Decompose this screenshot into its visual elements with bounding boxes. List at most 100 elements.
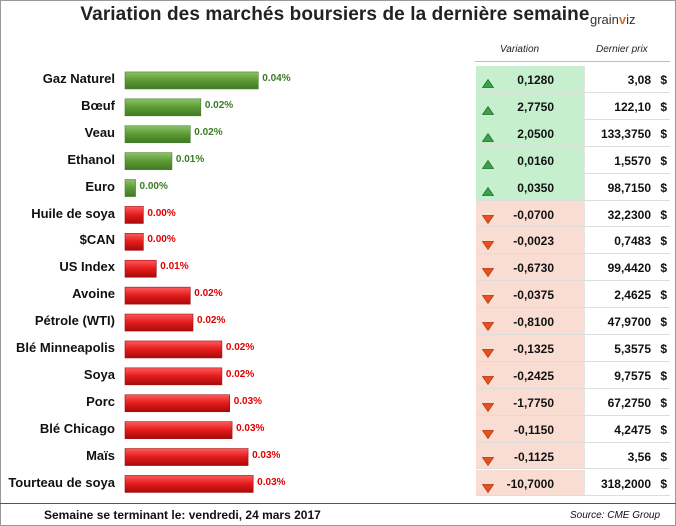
bar <box>124 475 254 493</box>
currency-symbol: $ <box>660 368 667 383</box>
currency-symbol: $ <box>660 99 667 114</box>
currency-symbol: $ <box>660 422 667 437</box>
price-value: 5,3575 <box>614 342 651 356</box>
row-divider <box>476 442 670 443</box>
variation-value: -10,7000 <box>506 476 554 491</box>
category-label: US Index <box>59 259 115 275</box>
bar <box>124 233 144 251</box>
category-label: Gaz Naturel <box>42 71 115 86</box>
bar-value-label: 0.00% <box>139 180 168 192</box>
price-cell: 9,7575 $ <box>584 361 671 389</box>
arrow-down-icon <box>481 211 495 229</box>
arrow-down-icon <box>481 318 495 336</box>
variation-value: -1,7750 <box>513 395 554 410</box>
bar <box>124 448 249 466</box>
bar <box>124 394 231 413</box>
price-value: 3,08 <box>627 73 651 87</box>
price-value: 99,4420 <box>607 261 651 276</box>
category-label: Blé Minneapolis <box>16 340 115 355</box>
row-divider <box>476 119 670 120</box>
category-label: Veau <box>84 124 115 140</box>
currency-symbol: $ <box>660 207 667 222</box>
header-variation: Variation <box>500 44 540 55</box>
bar <box>124 367 223 386</box>
variation-cell: -10,7000 <box>476 469 584 498</box>
arrow-up-icon <box>481 183 495 201</box>
variation-value: -0,0700 <box>513 207 554 222</box>
row-divider <box>476 468 670 469</box>
variation-value: -0,6730 <box>513 261 554 276</box>
bar <box>124 259 157 278</box>
price-cell: 3,56 $ <box>584 442 671 470</box>
category-label: Pétrole (WTI) <box>34 313 115 329</box>
bar <box>124 179 136 197</box>
variation-cell: 0,0350 <box>476 173 584 201</box>
price-cell: 98,7150 $ <box>584 173 671 201</box>
price-value: 318,2000 <box>600 476 651 491</box>
price-cell: 67,2750 $ <box>584 388 671 416</box>
arrow-down-icon <box>481 480 495 498</box>
bar-value-label: 0.02% <box>194 288 223 300</box>
row-divider <box>476 226 670 227</box>
variation-value: 2,7750 <box>517 99 554 114</box>
row-divider <box>476 495 670 496</box>
brand-logo: grainviz <box>590 12 636 27</box>
price-cell: 4,2475 $ <box>584 415 671 443</box>
price-cell: 318,2000 $ <box>584 469 671 497</box>
category-label: Tourteau de soya <box>8 474 115 490</box>
row-divider <box>476 415 670 416</box>
bar <box>124 125 191 144</box>
price-cell: 99,4420 $ <box>584 254 671 282</box>
variation-value: -0,8100 <box>513 315 554 330</box>
variation-value: 2,0500 <box>517 126 554 141</box>
variation-cell: -0,1125 <box>476 442 584 470</box>
arrow-down-icon <box>481 372 495 390</box>
bar-value-label: 0.03% <box>233 395 263 407</box>
bar <box>124 421 233 439</box>
price-value: 1,5570 <box>614 153 651 168</box>
variation-value: -0,1125 <box>513 449 554 464</box>
bar <box>124 206 144 224</box>
currency-symbol: $ <box>660 153 667 168</box>
variation-value: -0,1325 <box>513 342 554 356</box>
header-divider <box>475 61 670 62</box>
category-label: Soya <box>83 366 115 382</box>
variation-cell: 2,0500 <box>476 119 584 147</box>
bar <box>124 286 191 305</box>
variation-cell: 0,1280 <box>476 66 584 93</box>
bar-value-label: 0.02% <box>225 342 255 353</box>
price-value: 133,3750 <box>600 126 651 141</box>
price-cell: 3,08 $ <box>584 66 671 93</box>
category-label: Huile de soya <box>31 205 115 221</box>
currency-symbol: $ <box>660 180 667 195</box>
variation-value: -0,1150 <box>513 422 554 437</box>
price-cell: 1,5570 $ <box>584 146 671 174</box>
price-cell: 32,2300 $ <box>584 200 671 228</box>
category-label: Blé Chicago <box>39 420 115 436</box>
arrow-up-icon <box>481 129 495 147</box>
row-divider <box>476 92 670 93</box>
bar-value-label: 0.01% <box>160 261 189 273</box>
currency-symbol: $ <box>660 73 667 87</box>
bar <box>124 152 173 170</box>
variation-value: 0,0160 <box>517 153 554 168</box>
variation-cell: 0,0160 <box>476 146 584 174</box>
price-cell: 0,7483 $ <box>584 227 671 255</box>
currency-symbol: $ <box>660 315 667 330</box>
variation-value: 0,1280 <box>517 73 554 87</box>
footer-source: Source: CME Group <box>570 510 661 521</box>
price-value: 9,7575 <box>614 368 651 383</box>
price-value: 4,2475 <box>614 422 651 437</box>
row-divider <box>476 173 670 174</box>
arrow-down-icon <box>481 345 495 363</box>
bar-value-label: 0.00% <box>147 207 176 219</box>
variation-value: -0,0023 <box>513 234 554 249</box>
currency-symbol: $ <box>660 449 667 464</box>
chart-title: Variation des marchés boursiers de la de… <box>80 4 590 25</box>
price-value: 3,56 <box>627 449 651 464</box>
variation-cell: -0,1150 <box>476 415 584 443</box>
arrow-up-icon <box>481 102 495 120</box>
category-label: Maïs <box>86 447 115 463</box>
row-divider <box>476 361 670 362</box>
bar-value-label: 0.02% <box>197 315 226 327</box>
